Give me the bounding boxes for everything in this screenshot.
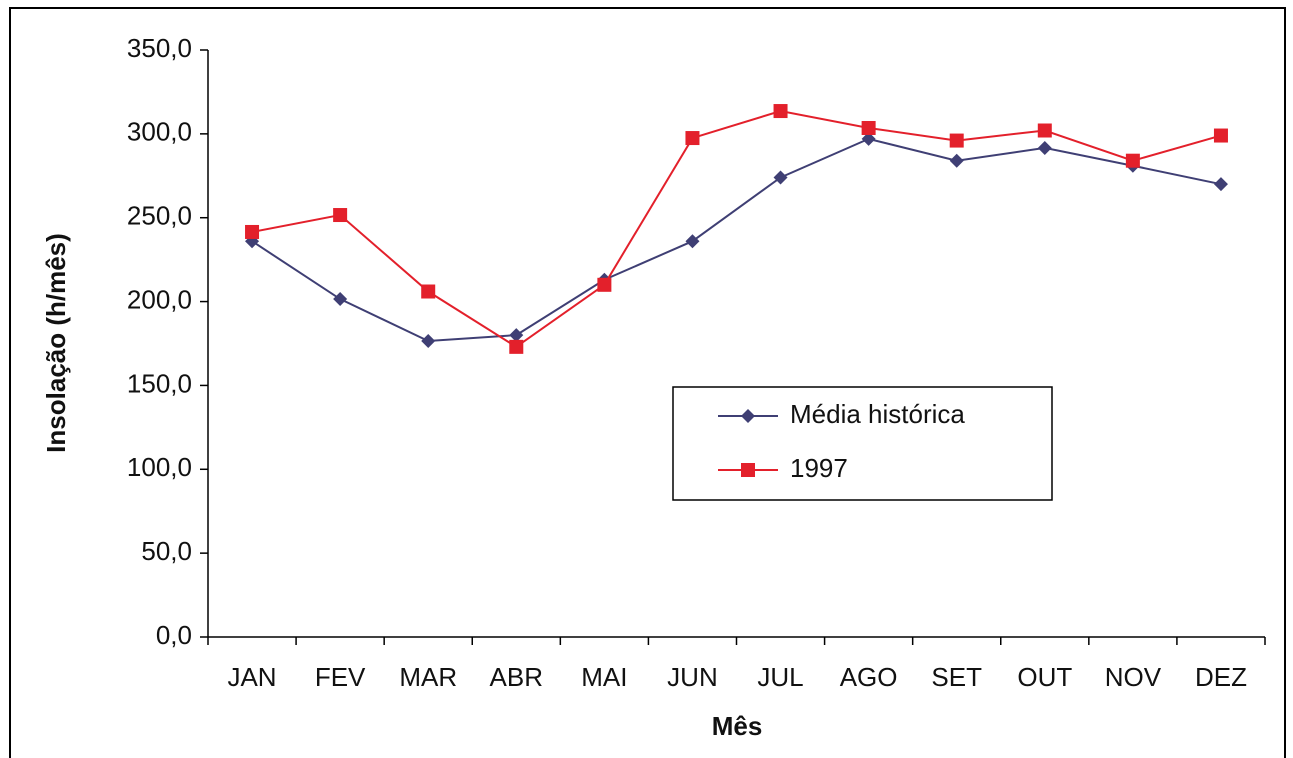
x-axis-label: Mês [712, 711, 763, 741]
y-axis-label: Insolação (h/mês) [41, 233, 71, 453]
marker [421, 333, 436, 348]
y-tick-label: 150,0 [127, 368, 192, 398]
marker [597, 277, 612, 292]
marker [685, 234, 700, 249]
marker [741, 409, 755, 423]
x-tick-label: SET [931, 662, 982, 692]
y-tick-label: 200,0 [127, 284, 192, 314]
marker [949, 153, 964, 168]
marker [949, 133, 964, 148]
marker [1037, 123, 1052, 138]
legend-box [672, 386, 1053, 501]
marker [773, 104, 788, 119]
marker [861, 120, 876, 135]
legend-label: 1997 [790, 453, 848, 483]
x-tick-label: FEV [315, 662, 366, 692]
x-tick-label: ABR [490, 662, 543, 692]
y-tick-label: 50,0 [141, 536, 192, 566]
marker [509, 339, 524, 354]
y-tick-label: 0,0 [156, 620, 192, 650]
y-tick-label: 300,0 [127, 117, 192, 147]
marker [1037, 140, 1052, 155]
y-tick-label: 250,0 [127, 201, 192, 231]
marker [421, 284, 436, 299]
x-tick-label: MAI [581, 662, 627, 692]
series-line [251, 137, 1222, 342]
marker [773, 170, 788, 185]
x-tick-label: DEZ [1195, 662, 1247, 692]
x-tick-label: MAR [399, 662, 457, 692]
marker [1213, 177, 1228, 192]
marker [333, 292, 348, 307]
marker [861, 131, 876, 146]
chart-frame [9, 7, 1286, 758]
y-tick-label: 350,0 [127, 33, 192, 63]
marker [1213, 128, 1228, 143]
marker [509, 328, 524, 343]
x-tick-label: JUL [757, 662, 803, 692]
y-tick-label: 100,0 [127, 452, 192, 482]
marker [333, 208, 348, 223]
x-tick-label: JUN [667, 662, 718, 692]
marker [245, 224, 260, 239]
x-tick-label: OUT [1017, 662, 1072, 692]
legend-label: Média histórica [790, 399, 965, 429]
marker [1125, 153, 1140, 168]
marker [685, 131, 700, 146]
x-tick-label: NOV [1105, 662, 1162, 692]
x-tick-label: AGO [840, 662, 898, 692]
x-tick-label: JAN [227, 662, 276, 692]
marker [741, 463, 755, 477]
series-line [251, 110, 1222, 349]
